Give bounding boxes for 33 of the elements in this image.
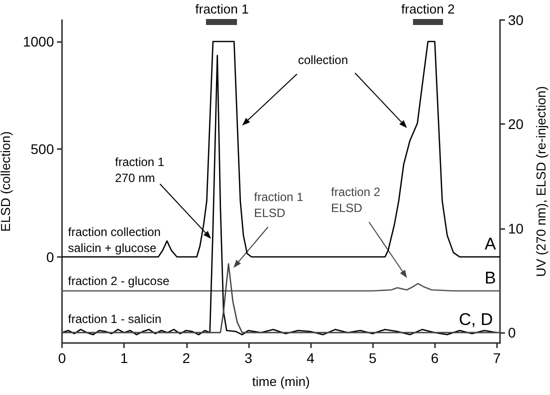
x-tick-label: 7 bbox=[492, 350, 501, 366]
annotation: fraction 1 - salicin bbox=[68, 312, 162, 326]
text: fraction 2 bbox=[401, 2, 455, 16]
y-axis-title: ELSD (collection) bbox=[0, 131, 13, 232]
text: fraction 1 bbox=[195, 2, 249, 16]
x-axis-title: time (min) bbox=[252, 374, 310, 389]
annotation: fraction 2 - glucose bbox=[68, 274, 170, 288]
y-tick-label: 500 bbox=[30, 141, 54, 158]
annotation: fraction collection salicin + glucose bbox=[68, 225, 161, 255]
y2-tick-label: 20 bbox=[508, 116, 524, 132]
x-tick-label: 5 bbox=[368, 350, 377, 366]
line-series bbox=[61, 40, 501, 258]
line-series bbox=[61, 263, 501, 334]
y2-tick-label: 30 bbox=[508, 12, 524, 28]
series-label: C, D bbox=[458, 310, 493, 330]
annotation: fraction 1 ELSD bbox=[254, 190, 304, 220]
y-tick-label: 0 bbox=[46, 248, 54, 265]
y2-axis-title: UV (270 nm), ELSD (re-injection) bbox=[533, 86, 548, 277]
annotation: collection bbox=[298, 53, 348, 67]
line-series bbox=[61, 54, 498, 336]
y2-tick-label: 0 bbox=[508, 324, 516, 341]
annotation: fraction 1 270 nm bbox=[115, 155, 165, 185]
series-label: A bbox=[484, 234, 497, 254]
x-tick-label: 6 bbox=[430, 350, 439, 366]
x-tick-label: 2 bbox=[182, 350, 190, 366]
x-tick-label: 1 bbox=[120, 350, 128, 366]
annotation: fraction 2 ELSD bbox=[331, 185, 381, 215]
x-tick-label: 3 bbox=[244, 350, 252, 366]
series-label: B bbox=[484, 268, 496, 288]
x-tick-label: 4 bbox=[306, 350, 315, 366]
y2-tick-label: 10 bbox=[508, 220, 524, 236]
y-tick-label: 1000 bbox=[22, 34, 54, 50]
x-tick-label: 0 bbox=[58, 350, 66, 366]
